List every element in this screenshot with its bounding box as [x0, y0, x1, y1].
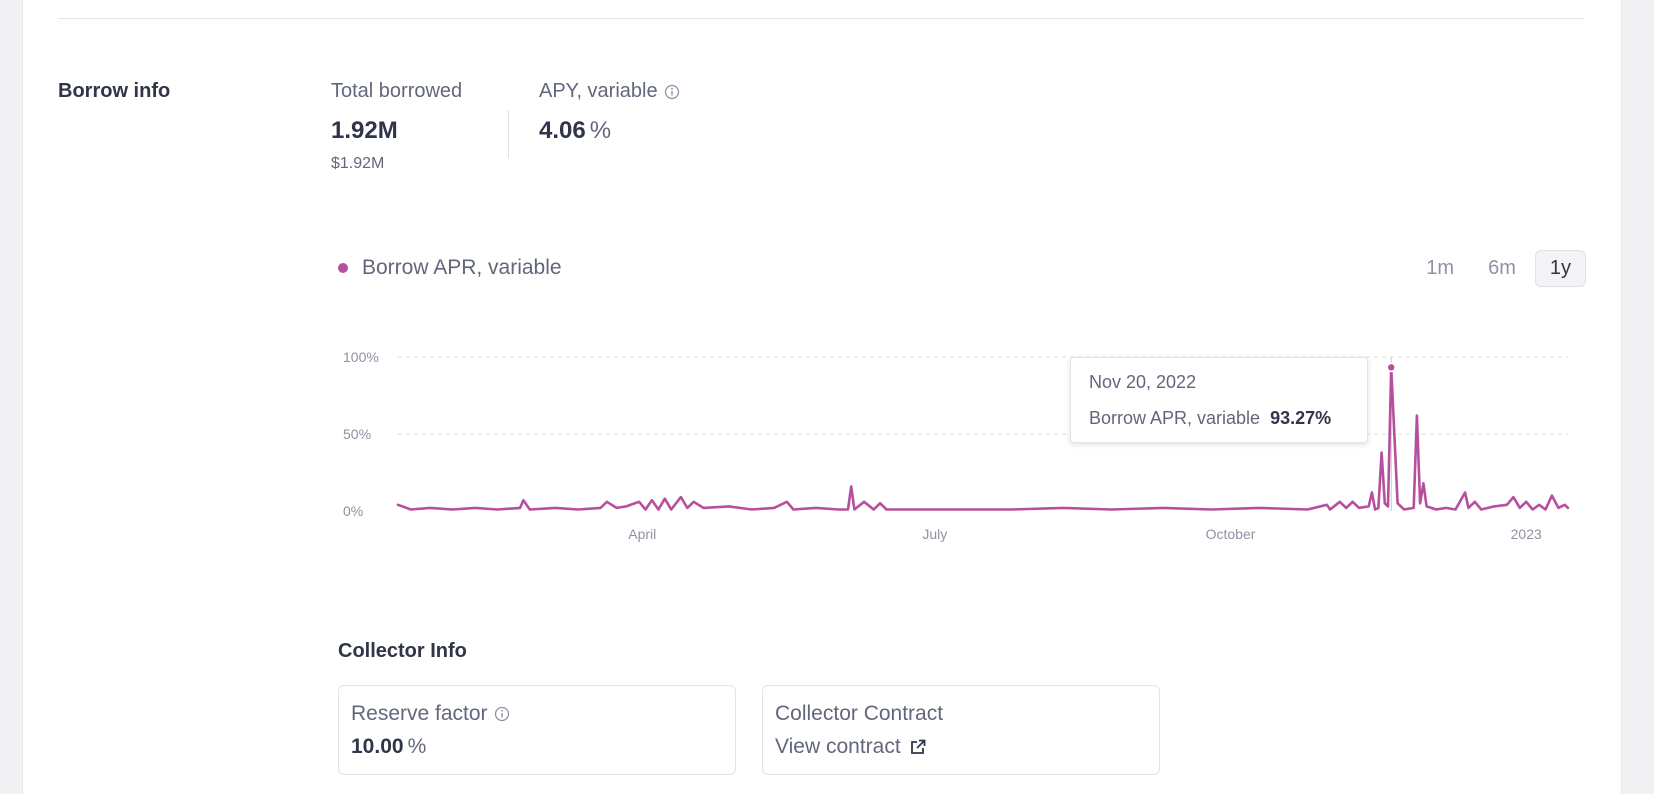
reserve-factor-value: 10.00%: [351, 735, 426, 759]
collector-contract-box: Collector Contract View contract: [762, 685, 1160, 775]
apy-label: APY, variable: [539, 80, 658, 102]
usd-symbol: $: [331, 155, 340, 172]
range-6m-button[interactable]: 6m: [1473, 250, 1531, 287]
collector-info-title: Collector Info: [338, 640, 467, 662]
x-tick-label: October: [1206, 526, 1256, 542]
apy-number: 4.06: [539, 117, 586, 144]
stat-divider: [508, 110, 509, 158]
series-line: [396, 366, 1570, 511]
legend-label: Borrow APR, variable: [362, 256, 562, 279]
reserve-factor-box: Reserve factor 10.00%: [338, 685, 736, 775]
total-borrowed-value: 1.92M: [331, 117, 398, 144]
external-link-icon: [910, 739, 926, 754]
reserve-factor-number: 10.00: [351, 735, 404, 758]
section-divider: [58, 18, 1584, 19]
apy-label-row: APY, variable: [539, 80, 680, 103]
legend-dot: [338, 263, 348, 273]
reserve-factor-label: Reserve factor: [351, 702, 488, 725]
x-tick-label: April: [628, 526, 656, 542]
total-borrowed-label: Total borrowed: [331, 80, 463, 102]
range-1m-button[interactable]: 1m: [1411, 250, 1469, 287]
y-tick-label: 0%: [343, 503, 363, 519]
x-tick-label: 2023: [1511, 526, 1542, 542]
range-1y-button[interactable]: 1y: [1534, 250, 1586, 287]
info-icon[interactable]: [494, 706, 510, 722]
reserve-factor-unit: %: [407, 735, 427, 758]
time-range-selector: 1m 6m 1y: [1411, 250, 1586, 287]
apy-stat: APY, variable 4.06%: [539, 80, 680, 145]
view-contract-link[interactable]: View contract: [775, 735, 927, 759]
apy-unit: %: [589, 117, 612, 144]
reserve-factor-label-row: Reserve factor: [351, 702, 510, 726]
highlight-point: [1386, 362, 1396, 373]
collector-contract-label: Collector Contract: [775, 702, 944, 725]
view-contract-text: View contract: [775, 735, 901, 758]
total-borrowed-stat: Total borrowed 1.92M $1.92M: [331, 80, 462, 173]
x-tick-label: July: [922, 526, 947, 542]
borrow-apr-chart[interactable]: 0% 50% 100% April July October 2023: [338, 335, 1598, 545]
borrow-info-title: Borrow info: [58, 80, 171, 102]
tooltip-row: Borrow APR, variable 93.27%: [1089, 408, 1331, 429]
chart-legend: Borrow APR, variable: [338, 256, 562, 280]
y-tick-label: 50%: [343, 426, 371, 442]
tooltip-date: Nov 20, 2022: [1089, 372, 1197, 392]
tooltip-value: 93.27%: [1270, 408, 1332, 428]
tooltip-series: Borrow APR, variable: [1089, 408, 1261, 428]
usd-amount: 1.92M: [339, 155, 385, 172]
apy-value: 4.06%: [539, 117, 680, 145]
y-tick-label: 100%: [343, 349, 379, 365]
total-borrowed-usd: $1.92M: [331, 155, 462, 173]
chart-tooltip: Nov 20, 2022 Borrow APR, variable 93.27%: [1070, 357, 1368, 443]
info-icon[interactable]: [664, 84, 680, 100]
